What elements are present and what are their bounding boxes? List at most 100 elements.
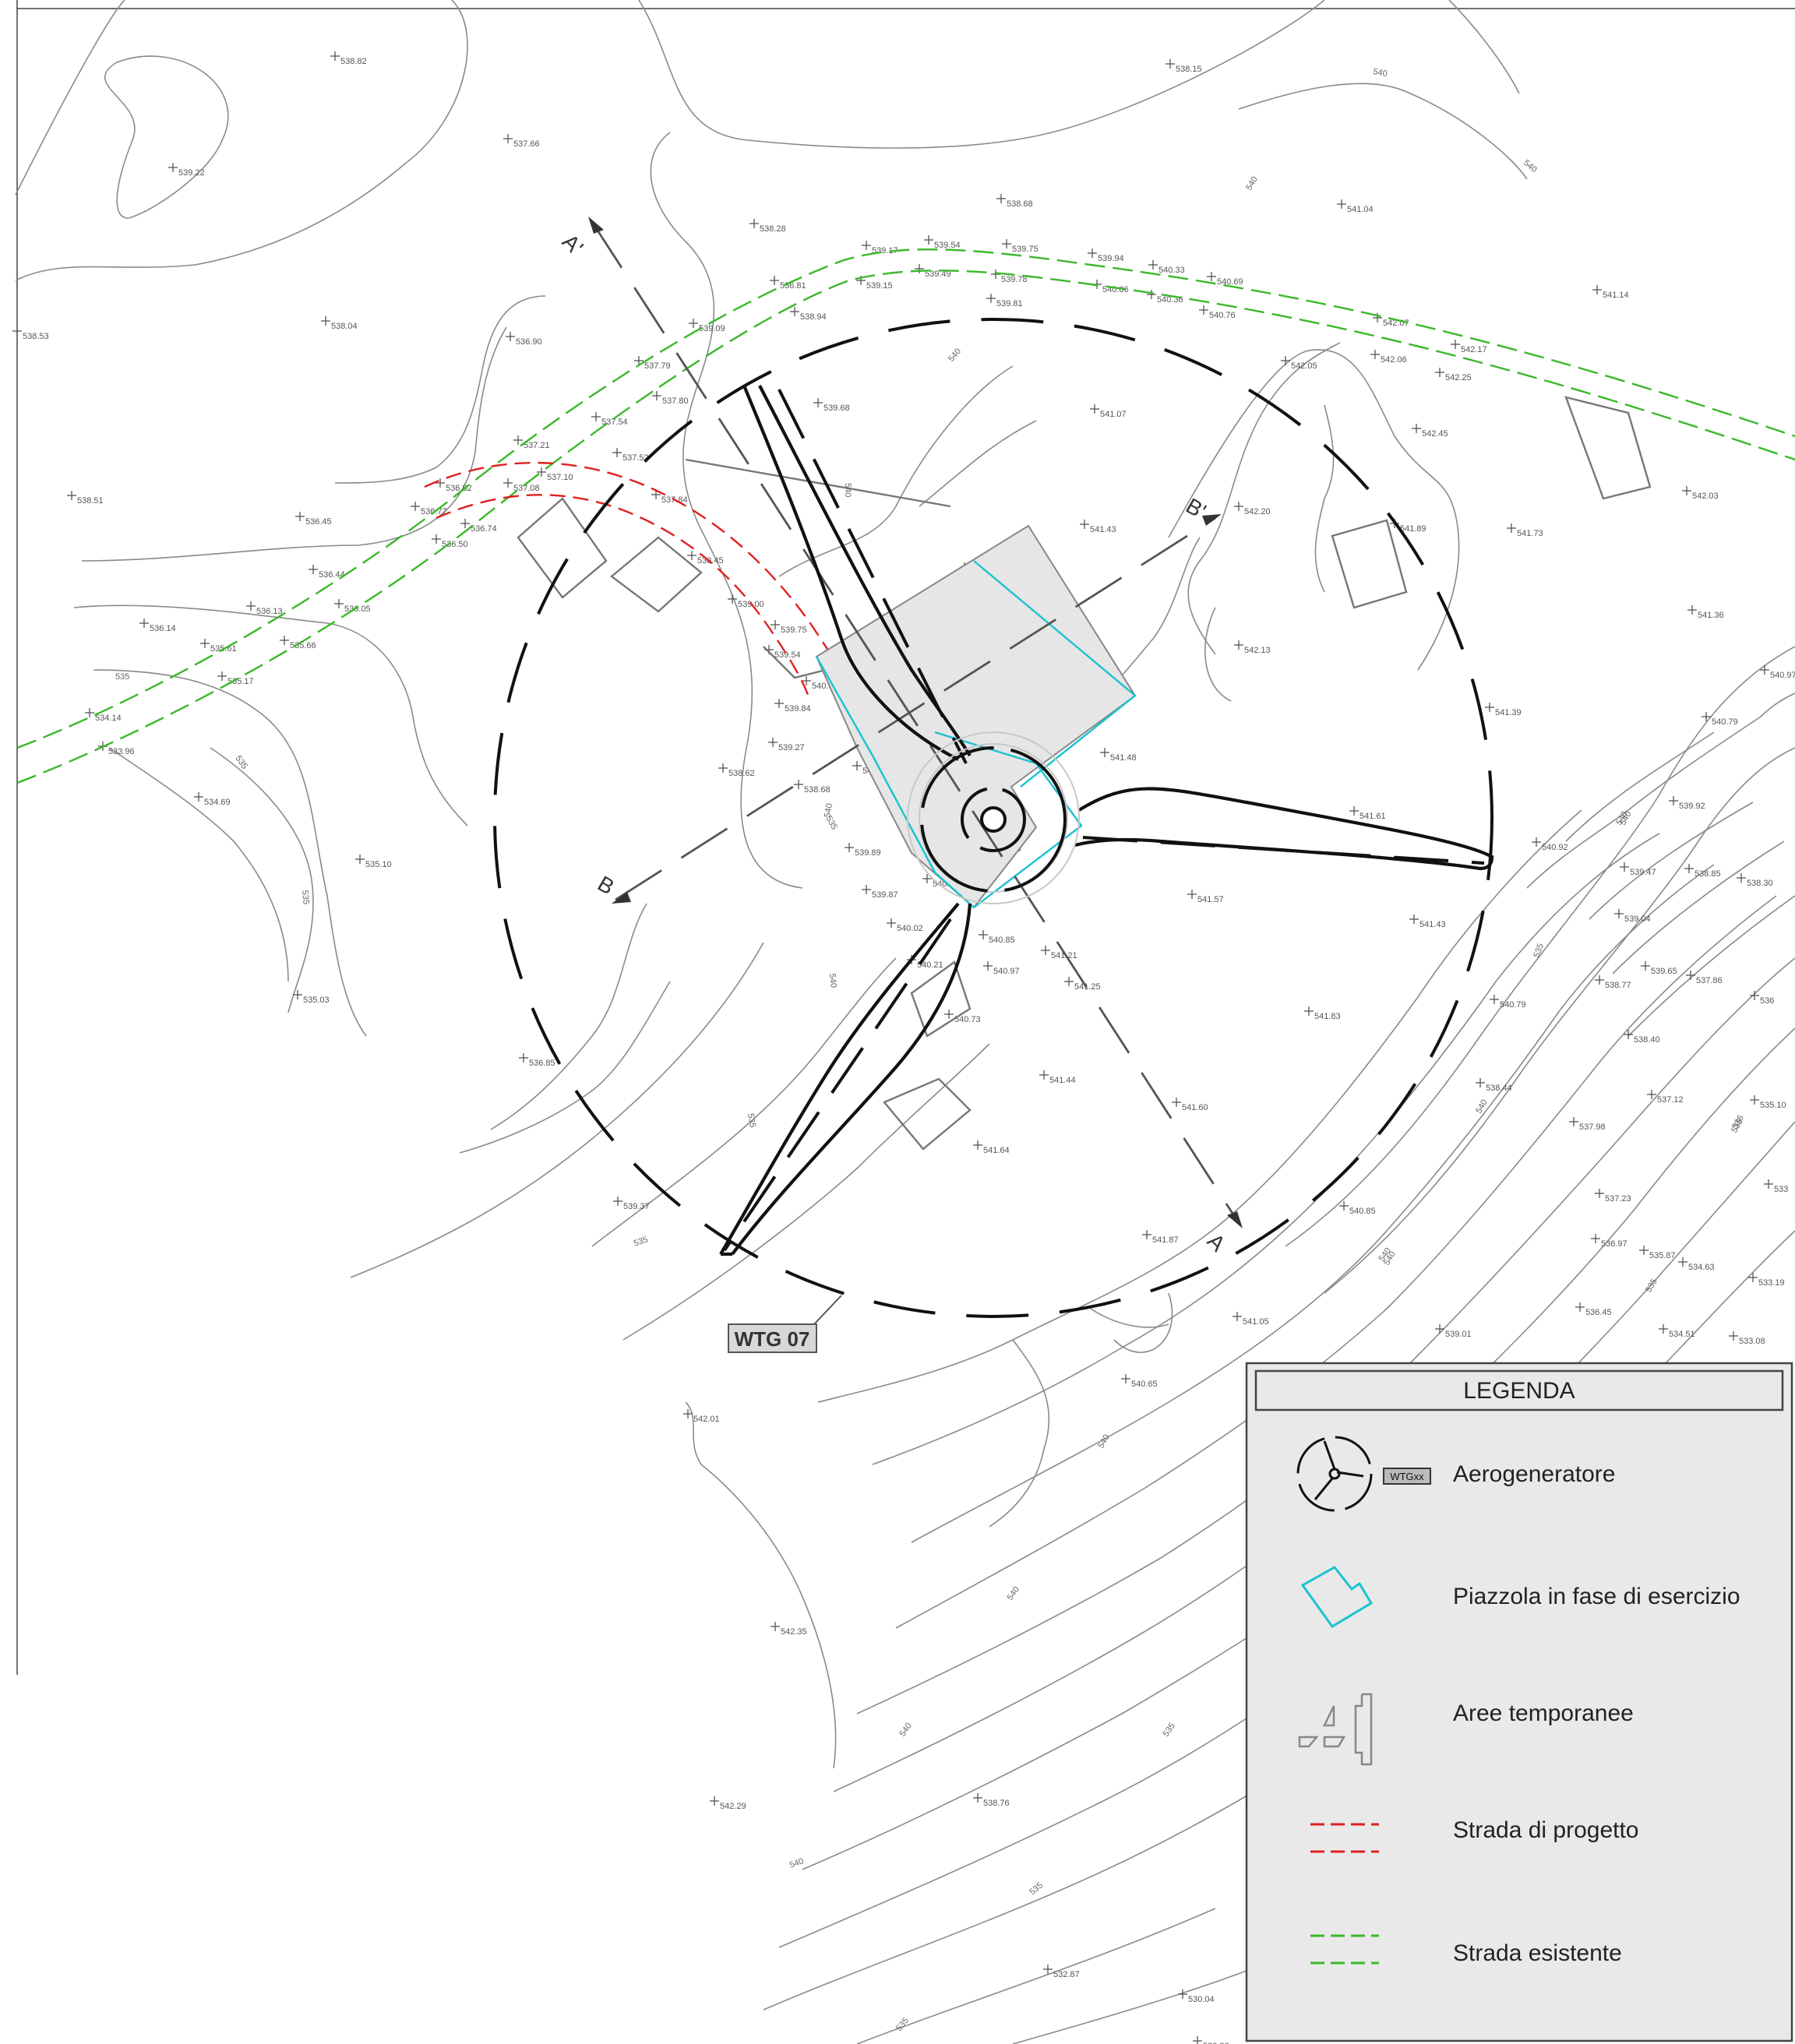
spot-height-label: 536.97 [1601, 1239, 1627, 1249]
spot-height: 542.06 [1370, 350, 1407, 365]
spot-height: 537.23 [1595, 1189, 1631, 1203]
contour-label: 535 [1532, 943, 1546, 959]
contour-label: 540 [898, 1722, 914, 1739]
spot-height-label: 541.87 [1152, 1235, 1179, 1245]
spot-height-label: 540.97 [993, 967, 1020, 976]
turbine-label-text: WTG 07 [735, 1327, 810, 1351]
spot-height: 538.15 [1166, 59, 1202, 74]
spot-height: 536.77 [411, 502, 447, 516]
spot-height: 542.29 [710, 1796, 746, 1811]
legend-icon-tag: WTGxx [1390, 1471, 1424, 1482]
contour-label: 535 [1162, 1722, 1177, 1739]
spot-height-label: 538.62 [728, 769, 755, 778]
spot-height-label: 535.87 [1649, 1251, 1676, 1260]
spot-height: 539.94 [1088, 248, 1124, 263]
spot-height: 541.73 [1507, 523, 1543, 538]
spot-height: 535.10 [1750, 1095, 1786, 1110]
spot-height: 540.33 [1148, 260, 1185, 275]
spot-height-label: 537.79 [644, 361, 671, 371]
spot-height-label: 538.68 [804, 785, 830, 795]
spot-height-label: 540.69 [1217, 277, 1243, 287]
spot-height: 536 [1750, 991, 1774, 1006]
spot-height-label: 537.86 [1696, 976, 1723, 985]
spot-height-label: 539.84 [785, 704, 811, 714]
spot-height: 538.94 [790, 307, 827, 322]
spot-height-label: 539.92 [1679, 802, 1705, 811]
spot-height: 537.08 [503, 478, 540, 493]
spot-height: 536.14 [139, 618, 176, 633]
spot-height: 540.02 [887, 918, 923, 933]
spot-height-label: 539.89 [855, 848, 881, 858]
spot-height: 539.68 [813, 398, 850, 413]
spot-height-label: 539.49 [925, 270, 951, 279]
contour-label: 536 [1730, 1114, 1746, 1131]
spot-height: 537.80 [652, 391, 689, 406]
spot-height-label: 538.77 [1605, 981, 1631, 990]
spot-height: 533 [1764, 1179, 1788, 1194]
contour-label: 540 [823, 802, 834, 818]
spot-height-label: 538.40 [1634, 1035, 1660, 1045]
spot-height-label: 539.54 [934, 241, 961, 250]
spot-height: 538.85 [1684, 864, 1721, 879]
spot-height-label: 540.92 [1542, 843, 1568, 852]
spot-height-label: 541.44 [1049, 1076, 1076, 1085]
spot-height-label: 539.75 [781, 626, 807, 635]
spot-height-label: 538.82 [340, 57, 367, 66]
spot-height-label: 533.96 [108, 747, 135, 756]
spot-height-label: 537.12 [1657, 1095, 1684, 1105]
temporary-areas [517, 396, 1652, 1151]
legend-item-pad: Piazzola in fase di esercizio [1453, 1584, 1740, 1609]
spot-height: 533.96 [98, 742, 135, 756]
spot-height: 536.45 [1575, 1302, 1612, 1317]
spot-height-label: 533 [1774, 1185, 1788, 1194]
spot-height: 541.83 [1304, 1006, 1341, 1021]
spot-height: 538.68 [794, 780, 830, 795]
spot-height-label: 536.13 [256, 607, 283, 616]
existing-road [16, 248, 1795, 784]
section-label-b-start: B [594, 871, 619, 899]
spot-height-label: 540.21 [917, 960, 943, 970]
spot-height-label: 539.04 [1624, 915, 1651, 924]
spot-height-label: 538.15 [1176, 65, 1202, 74]
spot-height: 529.86 [1193, 2036, 1229, 2044]
spot-height: 537.10 [537, 467, 573, 482]
spot-height: 536.45 [295, 512, 332, 527]
spot-height: 539.78 [991, 270, 1028, 284]
spot-height-label: 541.60 [1182, 1103, 1208, 1112]
spot-height: 539.09 [689, 319, 725, 333]
spot-height: 541.57 [1187, 890, 1224, 904]
spot-height-label: 535.66 [290, 641, 316, 650]
spot-height-label: 535.03 [303, 996, 330, 1005]
contour-label: 540 [827, 973, 838, 988]
spot-height-label: 539.01 [1445, 1330, 1472, 1339]
spot-height-label: 534.69 [204, 798, 231, 807]
spot-height-label: 539.54 [774, 650, 801, 660]
spot-height: 539.54 [924, 235, 961, 250]
turbine-hub [907, 731, 1080, 904]
spot-height-label: 542.13 [1244, 646, 1271, 655]
spot-height: 537.66 [503, 134, 540, 149]
spot-height: 540.97 [983, 961, 1020, 976]
temporary-areas-icon [1298, 1693, 1373, 1766]
spot-height-label: 542.17 [1461, 345, 1487, 354]
spot-height-label: 537.10 [547, 473, 573, 482]
spot-height-label: 540.79 [1500, 1000, 1526, 1010]
spot-height-label: 541.14 [1603, 291, 1629, 300]
spot-height-label: 534.51 [1669, 1330, 1695, 1339]
spot-height: 535.03 [293, 990, 330, 1005]
spot-height-label: 541.61 [1359, 812, 1386, 821]
spot-height-label: 542.35 [781, 1627, 807, 1637]
spot-height-label: 542.45 [1422, 429, 1448, 439]
spot-height: 538.62 [718, 763, 755, 778]
contour-label: 535 [1028, 1880, 1045, 1897]
spot-height: 541.87 [1142, 1230, 1179, 1245]
spot-height-label: 536.90 [516, 337, 542, 347]
contour-label: 540 [1006, 1585, 1021, 1602]
spot-height: 541.05 [1233, 1312, 1269, 1327]
spot-height-label: 536.82 [446, 484, 472, 493]
spot-height-label: 541.64 [983, 1146, 1010, 1155]
spot-height: 542.13 [1234, 640, 1271, 655]
spot-height: 536.50 [432, 534, 468, 549]
spot-height-label: 541.83 [1314, 1012, 1341, 1021]
